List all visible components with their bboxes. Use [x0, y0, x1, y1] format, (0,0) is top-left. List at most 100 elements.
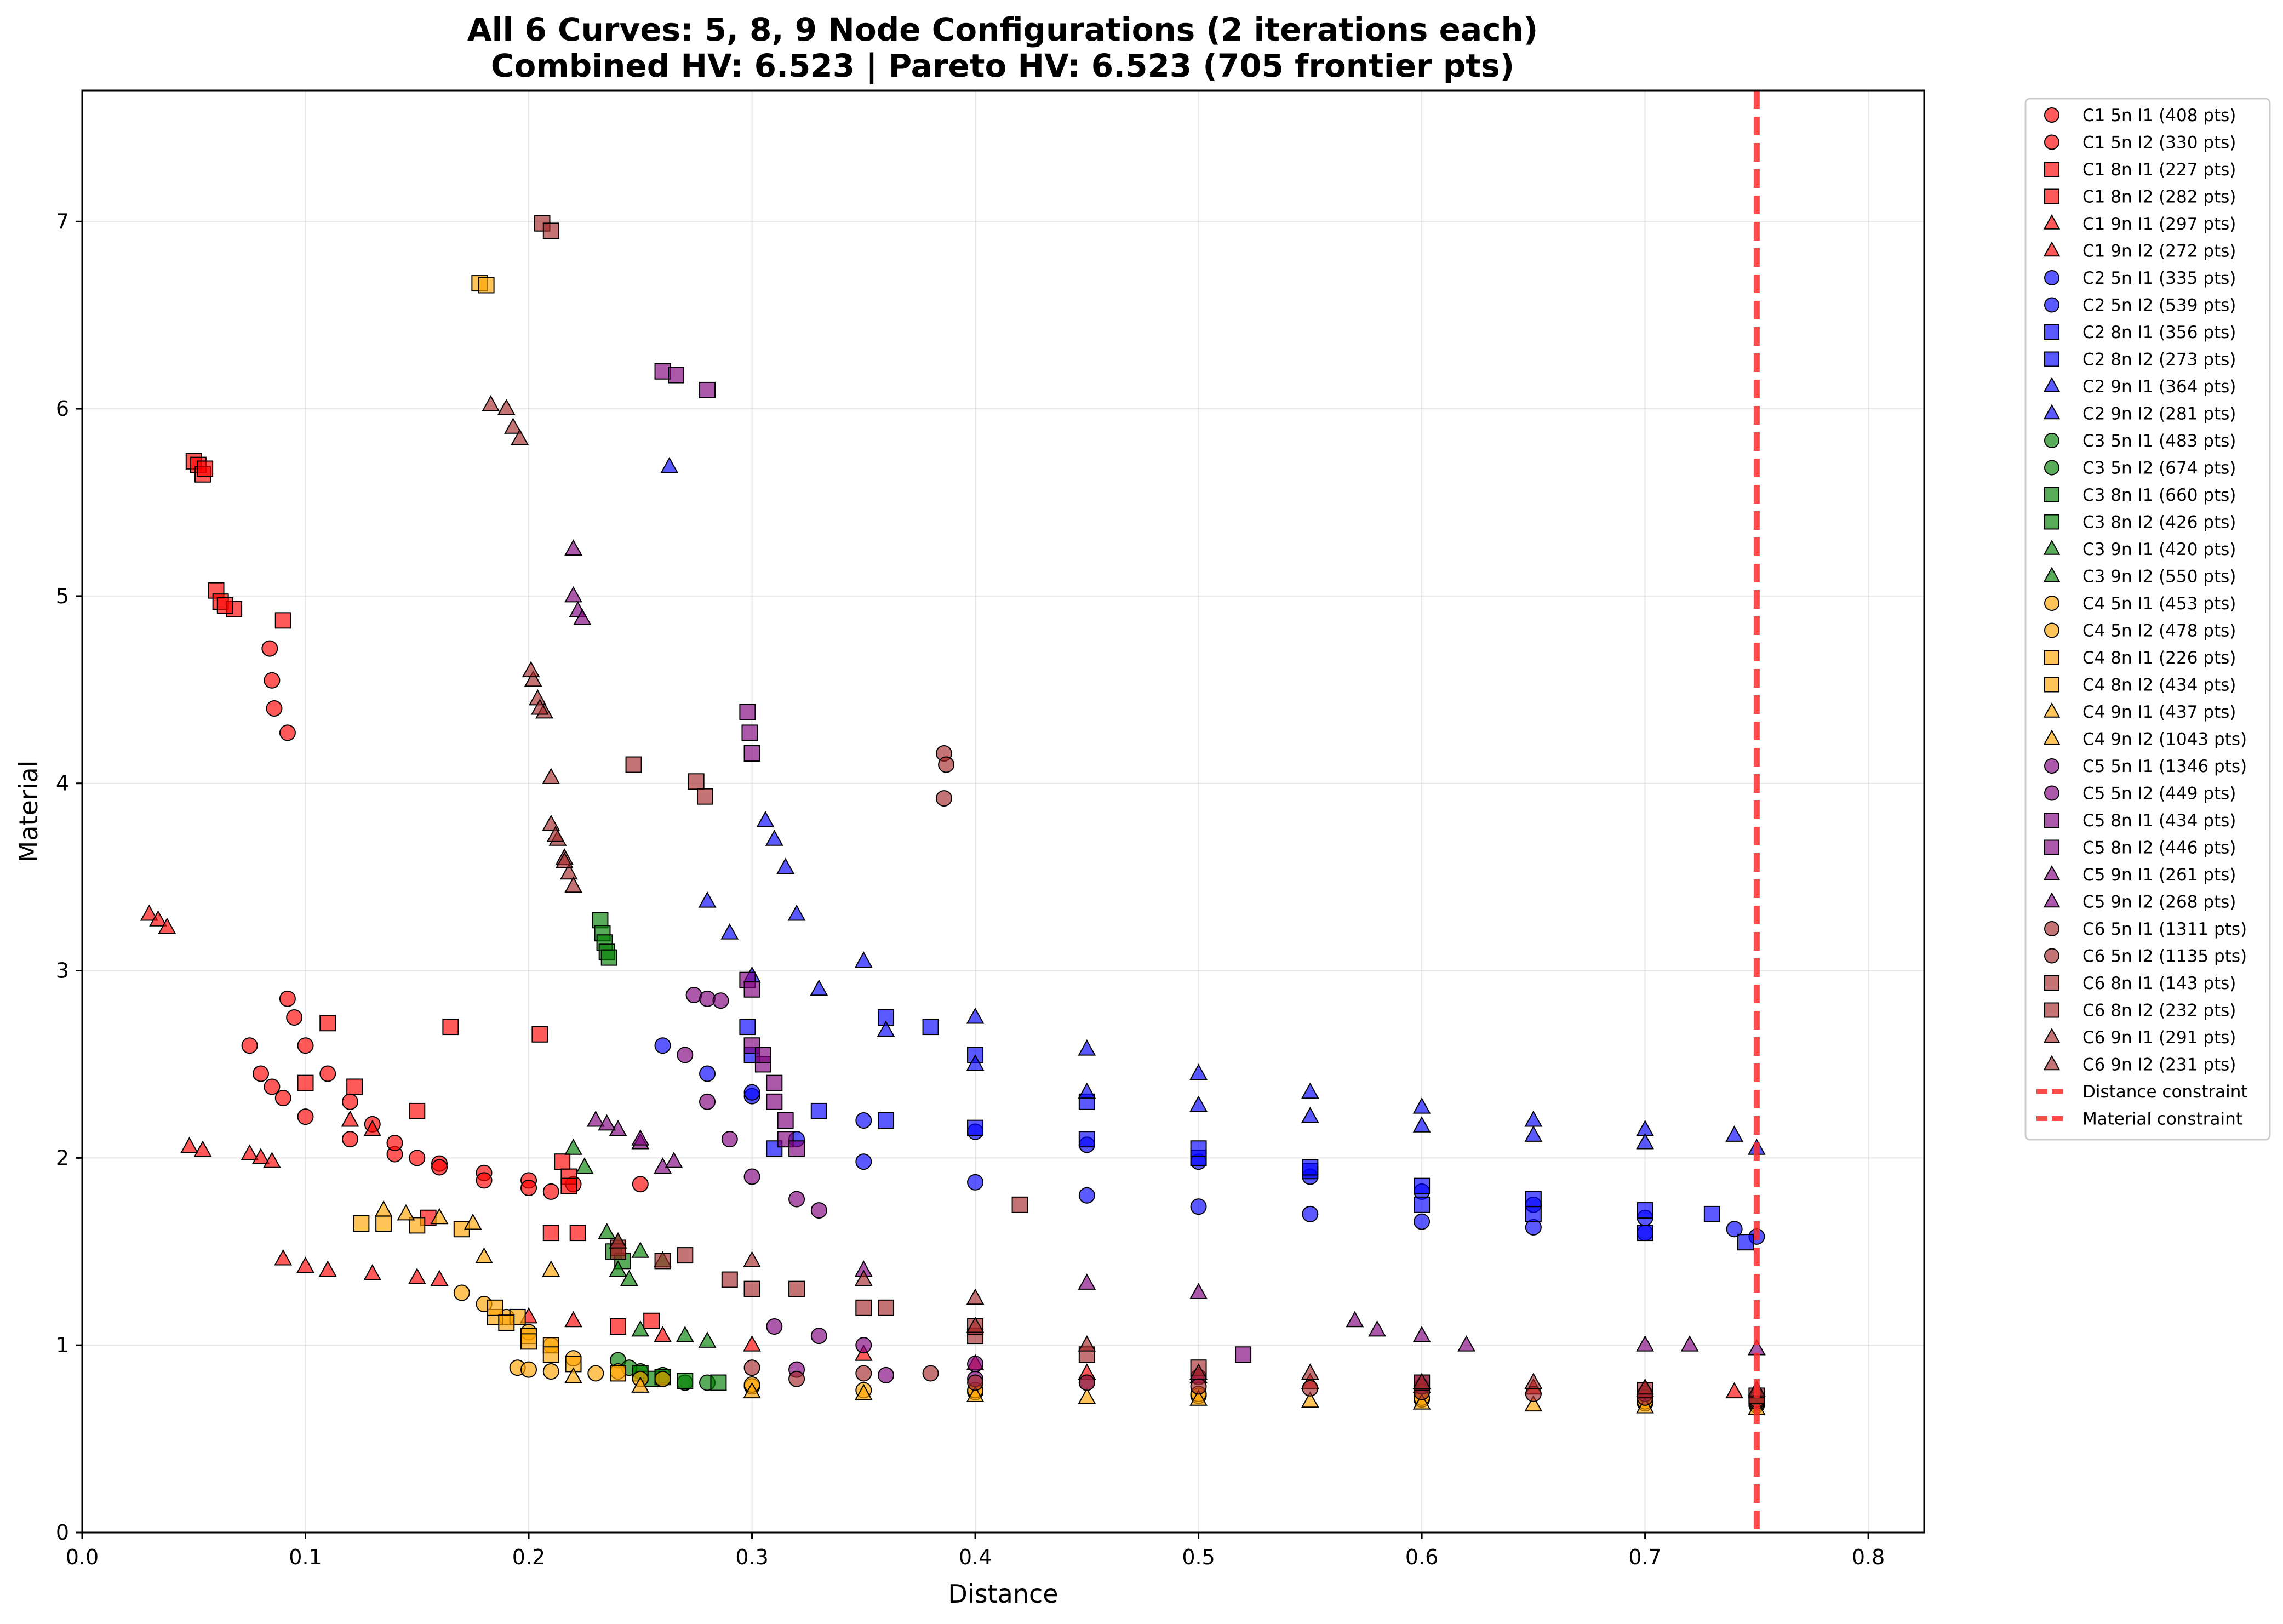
data-point	[575, 1157, 594, 1174]
legend-constraint-label: Distance constraint	[2082, 1082, 2248, 1102]
legend-box	[2024, 98, 2271, 1141]
data-point	[1301, 1082, 1319, 1099]
data-point	[878, 1112, 895, 1129]
data-point	[967, 1174, 984, 1191]
data-point	[610, 1318, 627, 1335]
data-point	[631, 1320, 650, 1337]
data-point	[854, 1270, 873, 1286]
data-point	[520, 1180, 537, 1197]
x-tick-label: 0.1	[289, 1545, 322, 1569]
data-point	[363, 1264, 382, 1280]
data-point	[877, 1020, 895, 1037]
data-point	[319, 1015, 336, 1032]
data-point	[1524, 1125, 1543, 1142]
data-point	[1524, 1395, 1543, 1412]
data-point	[743, 745, 760, 762]
legend-entry-label: C2 9n I1 (364 pts)	[2082, 377, 2236, 397]
data-point	[743, 1335, 761, 1352]
data-point	[777, 1112, 794, 1129]
data-point	[564, 539, 582, 556]
data-point	[966, 1288, 985, 1305]
data-point	[498, 1314, 515, 1331]
legend-marker	[2044, 650, 2059, 665]
legend-entry-label: C2 8n I1 (356 pts)	[2082, 323, 2236, 342]
legend-entry-label: C3 5n I2 (674 pts)	[2082, 459, 2236, 478]
legend-entry-label: C6 8n I2 (232 pts)	[2082, 1001, 2236, 1021]
data-point	[261, 640, 278, 657]
legend: C1 5n I1 (408 pts) C1 5n I2 (330 pts) C1 8…	[2024, 98, 2271, 1141]
legend-marker	[2044, 1002, 2059, 1018]
legend-marker	[2044, 921, 2059, 936]
data-point	[936, 790, 953, 807]
data-point	[766, 1318, 783, 1335]
data-point	[1412, 1325, 1431, 1342]
legend-entry-label: C6 9n I1 (291 pts)	[2082, 1028, 2236, 1048]
data-point	[610, 1365, 627, 1382]
data-point	[598, 1222, 616, 1239]
data-point	[297, 1037, 314, 1054]
data-point	[667, 367, 684, 384]
data-point	[1636, 1335, 1655, 1352]
legend-marker	[2044, 813, 2059, 828]
legend-entry-label: C6 8n I1 (143 pts)	[2082, 974, 2236, 993]
data-point	[279, 724, 296, 741]
data-point	[810, 1328, 827, 1345]
data-point	[966, 1316, 985, 1333]
data-point	[475, 1247, 493, 1264]
data-point	[754, 1047, 771, 1063]
data-point	[375, 1215, 392, 1232]
legend-entry-label: C6 5n I2 (1135 pts)	[2082, 947, 2247, 967]
data-point	[699, 1093, 716, 1110]
legend-entry-label: C6 5n I1 (1311 pts)	[2082, 919, 2247, 939]
data-point	[739, 704, 756, 720]
y-tick-label: 6	[56, 397, 69, 421]
data-point	[922, 1365, 939, 1382]
series-c1	[279, 990, 559, 1200]
data-point	[1078, 1387, 1096, 1404]
data-point	[564, 1139, 582, 1155]
data-point	[1189, 1283, 1208, 1299]
data-point	[854, 951, 873, 968]
data-point	[788, 1370, 805, 1387]
data-point	[966, 1054, 985, 1071]
legend-items: C1 5n I1 (408 pts) C1 5n I2 (330 pts) C1 8…	[2036, 106, 2248, 1129]
legend-marker	[2044, 677, 2059, 693]
data-point	[677, 1247, 694, 1264]
data-point	[555, 852, 574, 868]
legend-entry-label: C1 9n I1 (297 pts)	[2082, 214, 2236, 234]
data-point	[241, 1037, 258, 1054]
data-point	[262, 1152, 281, 1168]
legend-entry-label: C3 5n I1 (483 pts)	[2082, 431, 2236, 451]
legend-entry-label: C5 5n I2 (449 pts)	[2082, 784, 2236, 804]
data-point	[216, 597, 233, 614]
data-point	[266, 700, 283, 717]
data-point	[765, 830, 783, 846]
data-point	[1368, 1320, 1386, 1337]
data-point	[1078, 1374, 1095, 1391]
data-point	[609, 1232, 627, 1249]
data-point	[520, 1361, 537, 1378]
data-point	[1078, 1187, 1095, 1204]
data-point	[855, 1337, 872, 1354]
data-point	[1302, 1380, 1319, 1397]
data-point	[531, 1026, 548, 1043]
legend-entry-label: C2 5n I2 (539 pts)	[2082, 296, 2236, 316]
legend-marker	[2044, 948, 2059, 964]
data-point	[1703, 1205, 1720, 1222]
data-point	[318, 1260, 337, 1277]
data-point	[573, 608, 592, 625]
data-point	[676, 1325, 694, 1342]
data-point	[274, 1249, 293, 1266]
series-c35	[522, 661, 1766, 1397]
data-point	[625, 756, 642, 773]
data-point	[531, 698, 549, 715]
legend-entry-label: C5 8n I1 (434 pts)	[2082, 811, 2236, 831]
data-point	[1235, 1346, 1252, 1363]
data-point	[386, 1135, 403, 1152]
legend-entry-label: C5 9n I2 (268 pts)	[2082, 893, 2236, 912]
data-point	[1412, 1097, 1431, 1114]
data-point	[560, 1177, 577, 1194]
data-point	[743, 1359, 760, 1376]
data-point	[1412, 1116, 1431, 1133]
